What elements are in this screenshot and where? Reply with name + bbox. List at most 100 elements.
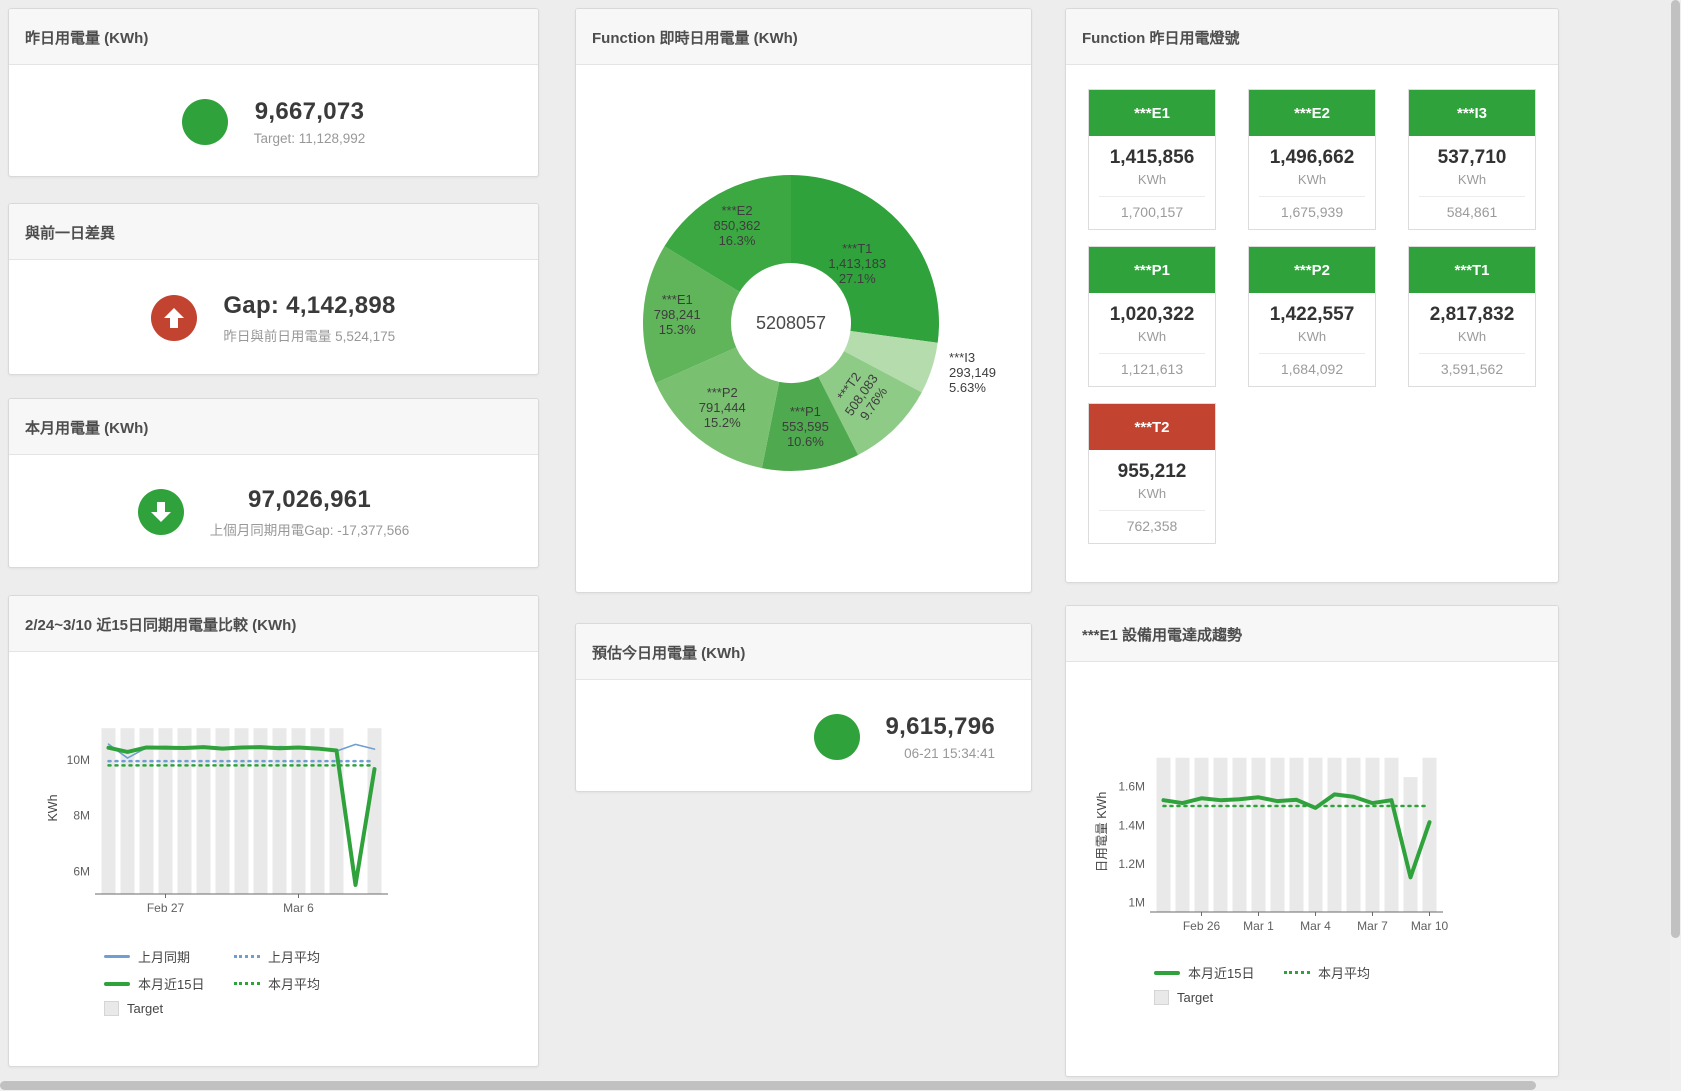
lights-grid: ***E1 1,415,856 KWh 1,700,157 ***E2 1,496,662… bbox=[1066, 65, 1558, 568]
tile-value: 1,422,557 bbox=[1269, 304, 1355, 325]
legend-swatch-line-icon bbox=[104, 955, 130, 958]
tile-target-value: 1,121,613 bbox=[1099, 353, 1205, 386]
donut-slice-label: ***E2 850,362 16.3% bbox=[714, 203, 761, 248]
target-bar bbox=[367, 728, 382, 894]
light-tile-P2[interactable]: ***P2 1,422,557 KWh 1,684,092 bbox=[1248, 246, 1376, 387]
legend-item[interactable]: Target bbox=[104, 1001, 234, 1016]
legend-label: 上月同期 bbox=[138, 950, 191, 965]
tile-unit: KWh bbox=[1457, 329, 1487, 344]
legend-swatch-dash-icon bbox=[1284, 971, 1310, 974]
yesterday-stat: 9,667,073 Target: 11,128,992 bbox=[9, 65, 538, 178]
panel-yesterday-header: 昨日用電量 (KWh) bbox=[9, 9, 538, 65]
panel-realtime-donut: Function 即時日用電量 (KWh) ***T1 1,413,183 27.1… bbox=[575, 8, 1032, 593]
legend-item[interactable]: 上月同期 bbox=[104, 947, 234, 966]
yesterday-target-label: Target: 11,128,992 bbox=[253, 130, 366, 146]
legend-item[interactable]: 本月平均 bbox=[1284, 963, 1414, 982]
panel-day-gap-title: 與前一日差異 bbox=[25, 225, 116, 242]
panel-e1-trend: ***E1 設備用電達成趨勢 1M 1.2M 1.4M 1.6M Feb 26 Mar 1… bbox=[1065, 605, 1559, 1077]
donut-center-total: 5208057 bbox=[756, 313, 826, 333]
day-gap-subtitle: 昨日與前日用電量 5,524,175 bbox=[223, 328, 396, 344]
light-tile-P1[interactable]: ***P1 1,020,322 KWh 1,121,613 bbox=[1088, 246, 1216, 387]
tile-value: 2,817,832 bbox=[1429, 304, 1515, 325]
vertical-scrollbar-thumb[interactable] bbox=[1671, 0, 1680, 939]
y-axis-label: KWh bbox=[46, 794, 60, 821]
e1-chart[interactable]: 1M 1.2M 1.4M 1.6M Feb 26 Mar 1 Mar 4 Mar 7 Mar 1… bbox=[1066, 662, 1558, 955]
legend-label: 本月平均 bbox=[268, 977, 321, 992]
panel-lights-title: Function 昨日用電燈號 bbox=[1082, 30, 1240, 47]
tile-unit: KWh bbox=[1137, 486, 1167, 501]
panel-e1-trend-title: ***E1 設備用電達成趨勢 bbox=[1082, 627, 1243, 644]
donut-slice-T2[interactable] bbox=[818, 351, 922, 455]
tile-name: ***T2 bbox=[1089, 404, 1215, 450]
tile-target-value: 762,358 bbox=[1099, 510, 1205, 543]
legend-item[interactable]: 上月平均 bbox=[234, 947, 364, 966]
month-stat-text: 97,026,961 上個月同期用電Gap: -17,377,566 bbox=[210, 486, 410, 539]
target-bar bbox=[1308, 757, 1323, 912]
compare-chart[interactable]: 6M 8M 10M Feb 27 Mar 6 KWh bbox=[9, 652, 538, 939]
target-bar bbox=[1251, 757, 1266, 912]
light-tile-T2[interactable]: ***T2 955,212 KWh 762,358 bbox=[1088, 403, 1216, 544]
horizontal-scrollbar-thumb[interactable] bbox=[0, 1081, 1537, 1090]
tile-unit: KWh bbox=[1137, 329, 1167, 344]
tile-value: 537,710 bbox=[1437, 147, 1507, 168]
panel-lights-header: Function 昨日用電燈號 bbox=[1066, 9, 1558, 65]
donut-chart[interactable]: ***T1 1,413,183 27.1% ***I3 293,149 5.63% ***T… bbox=[576, 65, 1031, 510]
target-bar bbox=[1384, 757, 1399, 912]
y-tick-label: 1M bbox=[1128, 895, 1145, 909]
donut-svg[interactable]: ***T1 1,413,183 27.1% ***I3 293,149 5.63% ***T… bbox=[576, 65, 1029, 505]
donut-slice-T1[interactable] bbox=[791, 175, 939, 343]
panel-15day-compare: 2/24~3/10 近15日同期用電量比較 (KWh) 6M 8M 10M Feb 2… bbox=[8, 595, 539, 1067]
panel-estimate-title: 預估今日用電量 (KWh) bbox=[592, 645, 746, 662]
estimate-stat-text: 9,615,796 06-21 15:34:41 bbox=[886, 713, 995, 761]
target-bar bbox=[1346, 757, 1361, 912]
target-bar bbox=[1194, 757, 1209, 912]
panel-yesterday-title: 昨日用電量 (KWh) bbox=[25, 30, 149, 47]
month-gap-subtitle: 上個月同期用電Gap: -17,377,566 bbox=[209, 522, 410, 538]
donut-slice-E1[interactable] bbox=[643, 246, 740, 384]
y-tick-label: 1.6M bbox=[1118, 780, 1145, 794]
target-bar bbox=[1232, 757, 1247, 912]
compare-svg[interactable]: 6M 8M 10M Feb 27 Mar 6 KWh bbox=[9, 652, 536, 934]
x-tick-label: Feb 26 bbox=[1183, 919, 1221, 933]
donut-slice-P2[interactable] bbox=[655, 347, 780, 469]
day-gap-stat-text: Gap: 4,142,898 昨日與前日用電量 5,524,175 bbox=[223, 292, 395, 345]
light-tile-E1[interactable]: ***E1 1,415,856 KWh 1,700,157 bbox=[1088, 89, 1216, 230]
donut-slice-I3[interactable] bbox=[844, 331, 938, 393]
donut-slice-label: ***T1 1,413,183 27.1% bbox=[828, 241, 886, 286]
target-bar bbox=[310, 728, 325, 894]
tile-name: ***E2 bbox=[1249, 90, 1375, 136]
donut-slice-P1[interactable] bbox=[761, 376, 859, 471]
tile-name: ***P1 bbox=[1089, 247, 1215, 293]
legend-label: 本月平均 bbox=[1318, 966, 1371, 981]
donut-slice-label: ***P1 553,595 10.6% bbox=[782, 404, 829, 449]
light-tile-I3[interactable]: ***I3 537,710 KWh 584,861 bbox=[1408, 89, 1536, 230]
vertical-scrollbar bbox=[1670, 0, 1681, 1091]
donut-slice-E2[interactable] bbox=[664, 175, 791, 292]
panel-donut-title: Function 即時日用電量 (KWh) bbox=[592, 30, 798, 47]
estimate-stat: 9,615,796 06-21 15:34:41 bbox=[576, 680, 1031, 793]
tile-unit: KWh bbox=[1137, 172, 1167, 187]
tile-value: 1,496,662 bbox=[1269, 147, 1355, 168]
light-tile-T1[interactable]: ***T1 2,817,832 KWh 3,591,562 bbox=[1408, 246, 1536, 387]
panel-compare-header: 2/24~3/10 近15日同期用電量比較 (KWh) bbox=[9, 596, 538, 652]
legend-item[interactable]: 本月平均 bbox=[234, 974, 364, 993]
legend-label: 本月近15日 bbox=[138, 977, 205, 992]
y-tick-label: 10M bbox=[67, 753, 90, 767]
target-bar bbox=[196, 728, 211, 894]
target-bar bbox=[1270, 757, 1285, 912]
legend-item[interactable]: 本月近15日 bbox=[1154, 963, 1284, 982]
light-tile-E2[interactable]: ***E2 1,496,662 KWh 1,675,939 bbox=[1248, 89, 1376, 230]
tile-target-value: 1,675,939 bbox=[1259, 196, 1365, 229]
legend-item[interactable]: 本月近15日 bbox=[104, 974, 234, 993]
legend-swatch-box-icon bbox=[104, 1001, 119, 1016]
tile-target-value: 1,700,157 bbox=[1099, 196, 1205, 229]
tile-name: ***I3 bbox=[1409, 90, 1535, 136]
y-axis-label: 日用電量 KWh bbox=[1095, 792, 1109, 873]
legend-item[interactable]: Target bbox=[1154, 990, 1284, 1005]
e1trend-svg[interactable]: 1M 1.2M 1.4M 1.6M Feb 26 Mar 1 Mar 4 Mar 7 Mar 1… bbox=[1066, 662, 1556, 950]
tile-name: ***E1 bbox=[1089, 90, 1215, 136]
target-bar bbox=[272, 728, 287, 894]
donut-slice-label: ***I3 293,149 5.63% bbox=[949, 350, 996, 395]
arrow-up-icon bbox=[164, 308, 185, 328]
x-tick-label: Mar 4 bbox=[1300, 919, 1331, 933]
